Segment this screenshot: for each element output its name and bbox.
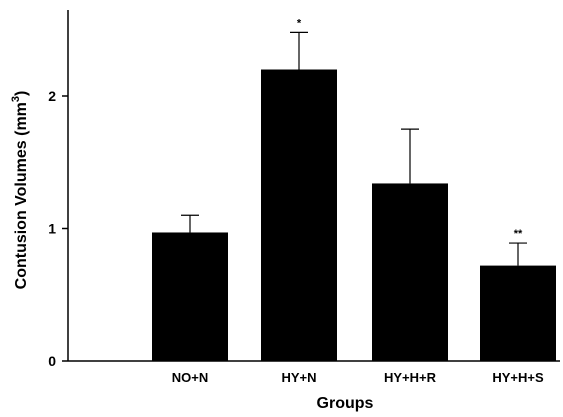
x-tick-label: HY+H+R — [384, 370, 437, 385]
bar — [152, 232, 228, 361]
bar — [261, 69, 337, 361]
significance-marker: ** — [514, 228, 523, 240]
significance-marker: * — [297, 17, 302, 29]
significance-markers: *** — [297, 17, 523, 240]
bar — [372, 183, 448, 361]
x-tick-label: HY+H+S — [492, 370, 544, 385]
y-tick-label: 1 — [48, 221, 56, 237]
bar — [480, 265, 556, 361]
x-tick-labels: NO+N HY+N HY+H+R HY+H+S — [172, 370, 544, 385]
y-ticks: 0 1 2 — [48, 88, 68, 369]
y-axis-title-main: Contusion Volumes (mm — [13, 102, 30, 289]
y-tick-label: 2 — [48, 88, 56, 104]
bars — [152, 69, 556, 361]
x-tick-label: HY+N — [281, 370, 316, 385]
y-axis-title-superscript: 3 — [10, 96, 22, 102]
y-axis-title-close: ) — [13, 91, 30, 96]
x-tick-label: NO+N — [172, 370, 208, 385]
x-axis-title: Groups — [317, 395, 374, 412]
y-axis-title: Contusion Volumes (mm3) — [10, 91, 30, 290]
y-tick-label: 0 — [48, 353, 56, 369]
error-bars — [181, 31, 527, 266]
